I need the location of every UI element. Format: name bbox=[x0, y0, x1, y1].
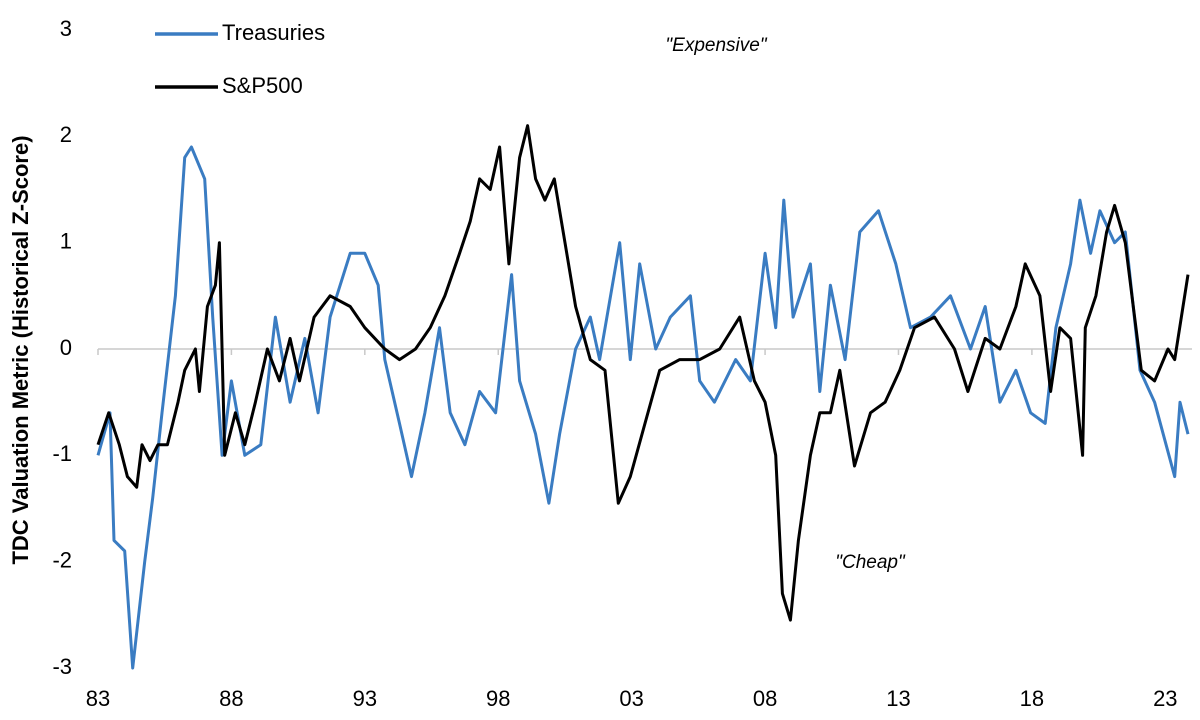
y-tick-label: -1 bbox=[52, 441, 72, 466]
y-tick-label: -2 bbox=[52, 547, 72, 572]
x-tick-label: 08 bbox=[753, 686, 777, 711]
x-tick-label: 13 bbox=[886, 686, 910, 711]
x-tick-label: 88 bbox=[219, 686, 243, 711]
x-tick-label: 03 bbox=[619, 686, 643, 711]
series-line bbox=[96, 124, 1190, 622]
legend-label: S&P500 bbox=[222, 73, 303, 98]
x-tick-label: 83 bbox=[86, 686, 110, 711]
annotation: "Cheap" bbox=[835, 552, 906, 573]
y-axis-label: TDC Valuation Metric (Historical Z-Score… bbox=[8, 135, 33, 564]
y-tick-label: 0 bbox=[60, 335, 72, 360]
x-tick-label: 18 bbox=[1020, 686, 1044, 711]
x-tick-label: 98 bbox=[486, 686, 510, 711]
y-tick-label: 1 bbox=[60, 228, 72, 253]
series-line bbox=[96, 145, 1190, 670]
legend-label: Treasuries bbox=[222, 20, 325, 45]
y-tick-label: -3 bbox=[52, 654, 72, 679]
annotation: "Expensive" bbox=[665, 35, 767, 56]
y-tick-label: 2 bbox=[60, 122, 72, 147]
x-tick-label: 93 bbox=[353, 686, 377, 711]
x-tick-label: 23 bbox=[1153, 686, 1177, 711]
y-tick-label: 3 bbox=[60, 16, 72, 41]
